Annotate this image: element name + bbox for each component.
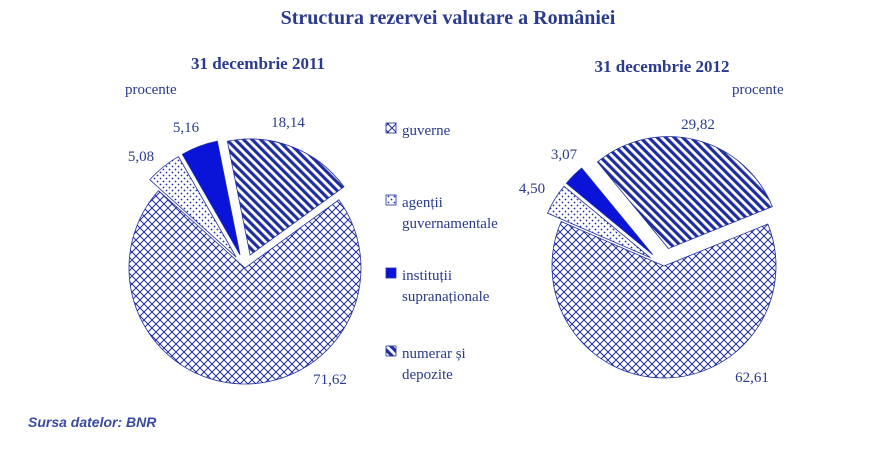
pie-2012-label-agentii-guvernamentale: 4,50 — [519, 181, 545, 197]
pie-2012-slice-institutii-supranationale — [565, 167, 654, 255]
legend-swatch-numerar-si-depozite — [385, 345, 397, 357]
pie-2011-title: 31 decembrie 2011 — [191, 54, 325, 73]
legend-swatch-institutii-supranationale — [385, 267, 397, 279]
pie-2012: 62,61 4,50 3,07 29,82 — [519, 117, 777, 386]
pie-2011-label-guverne: 71,62 — [313, 372, 347, 388]
legend-label-numerar-si-depozite: depozite — [402, 367, 453, 383]
pie-2012-title: 31 decembrie 2012 — [594, 57, 729, 76]
legend-swatch-guverne — [385, 122, 397, 134]
pie-2011-unit: procente — [125, 82, 177, 98]
legend-label-institutii-supranationale: supranaționale — [402, 289, 490, 305]
legend-label-agentii-guvernamentale: guvernamentale — [402, 216, 498, 232]
legend-swatch-agentii-guvernamentale — [385, 194, 397, 206]
pie-2012-unit: procente — [732, 82, 784, 98]
pie-2012-label-guverne: 62,61 — [735, 370, 769, 386]
pie-2011-slice-guverne — [128, 190, 362, 385]
pie-2011-label-numerar-si-depozite: 18,14 — [271, 115, 305, 131]
legend-label-agentii-guvernamentale: agenții — [402, 195, 443, 211]
pie-2011-slice-institutii-supranationale — [181, 140, 241, 256]
pie-2011-label-agentii-guvernamentale: 5,08 — [128, 149, 154, 165]
pie-2012-label-institutii-supranationale: 3,07 — [551, 147, 578, 163]
pie-2011-slice-agentii-guvernamentale — [149, 155, 237, 258]
chart-title: Structura rezervei valutare a României — [281, 7, 616, 29]
pie-2012-slice-numerar-si-depozite — [596, 136, 773, 250]
pie-2011: 71,62 5,08 5,16 18,14 — [128, 115, 362, 388]
pie-2012-label-numerar-si-depozite: 29,82 — [681, 117, 715, 133]
legend-label-numerar-si-depozite: numerar și — [402, 346, 466, 362]
legend-label-guverne: guverne — [402, 123, 451, 139]
source-note: Sursa datelor: BNR — [28, 414, 157, 430]
legend-label-institutii-supranationale: instituții — [402, 268, 452, 284]
pie-2012-slice-agentii-guvernamentale — [547, 185, 651, 259]
legend: guverne agenții guvernamentale instituții su… — [385, 122, 498, 383]
pie-2012-slice-guverne — [551, 221, 777, 379]
pie-2011-label-institutii-supranationale: 5,16 — [173, 120, 200, 136]
pie-2011-slice-numerar-si-depozite — [226, 138, 345, 256]
